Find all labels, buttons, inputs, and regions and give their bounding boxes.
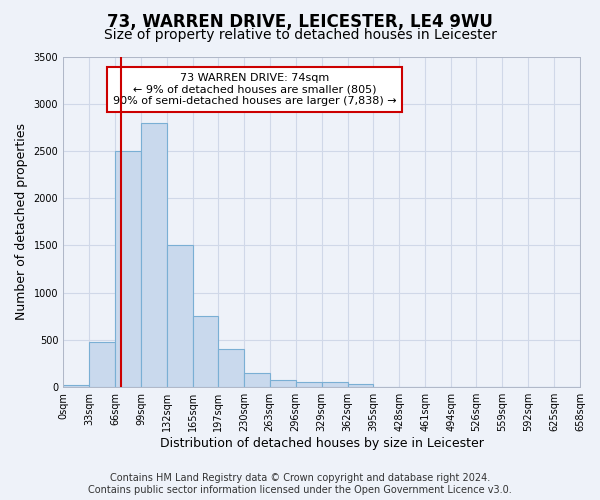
X-axis label: Distribution of detached houses by size in Leicester: Distribution of detached houses by size … <box>160 437 484 450</box>
Bar <box>141 122 167 387</box>
Y-axis label: Number of detached properties: Number of detached properties <box>15 124 28 320</box>
Bar <box>244 373 270 387</box>
Bar <box>347 384 373 387</box>
Bar <box>296 382 322 387</box>
Bar <box>115 151 141 387</box>
Bar <box>322 382 347 387</box>
Bar <box>270 380 296 387</box>
Bar <box>193 316 218 387</box>
Text: 73 WARREN DRIVE: 74sqm
← 9% of detached houses are smaller (805)
90% of semi-det: 73 WARREN DRIVE: 74sqm ← 9% of detached … <box>113 73 396 106</box>
Bar <box>218 350 244 387</box>
Bar <box>89 342 115 387</box>
Text: Contains HM Land Registry data © Crown copyright and database right 2024.
Contai: Contains HM Land Registry data © Crown c… <box>88 474 512 495</box>
Text: Size of property relative to detached houses in Leicester: Size of property relative to detached ho… <box>104 28 496 42</box>
Text: 73, WARREN DRIVE, LEICESTER, LE4 9WU: 73, WARREN DRIVE, LEICESTER, LE4 9WU <box>107 12 493 30</box>
Bar <box>63 386 89 387</box>
Bar <box>167 246 193 387</box>
